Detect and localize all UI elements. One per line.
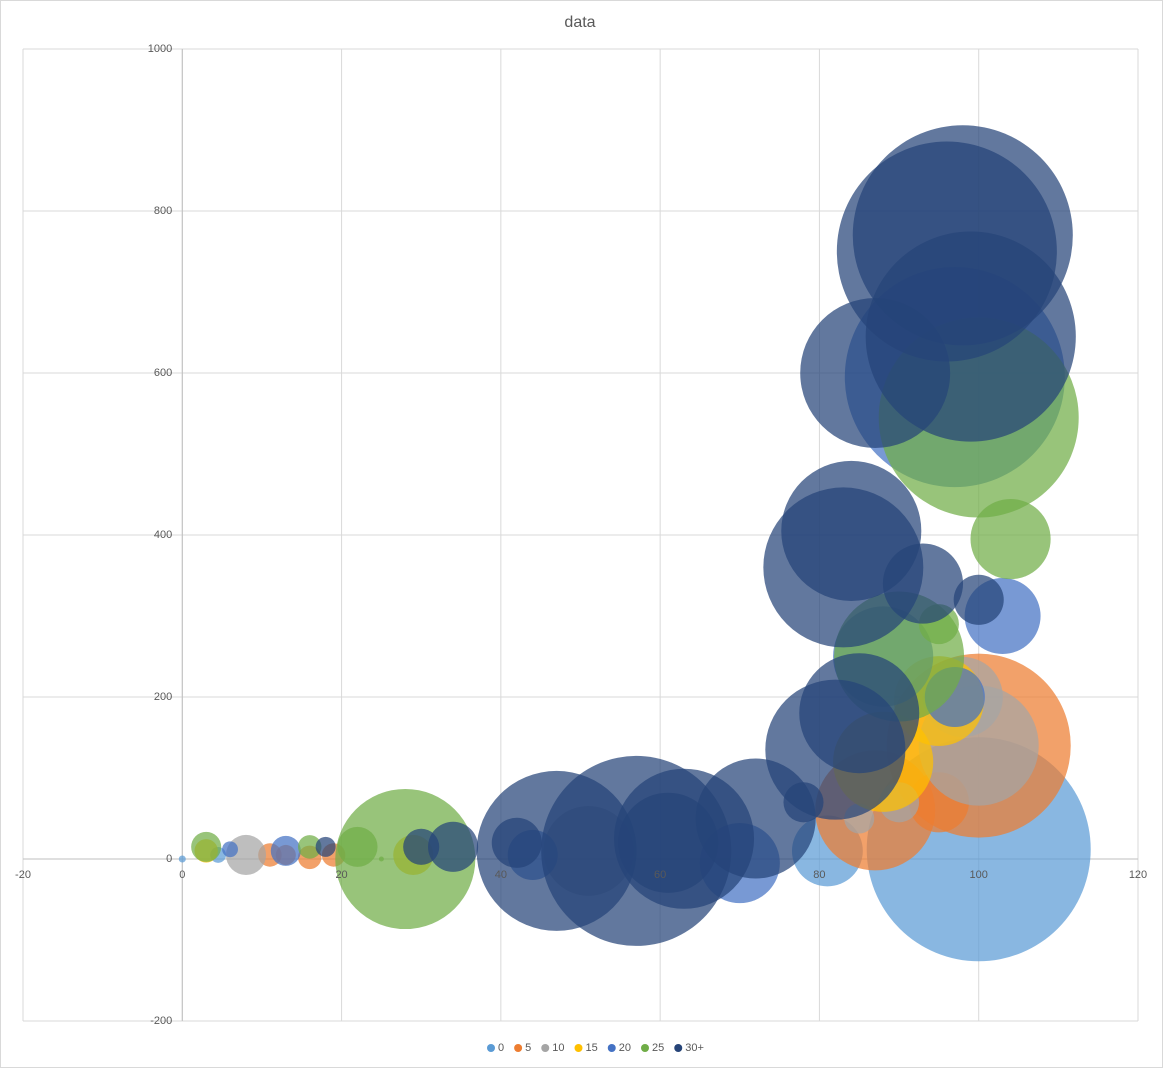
bubble bbox=[953, 574, 1004, 625]
y-tick-label: 400 bbox=[154, 529, 172, 541]
x-tick-label: -20 bbox=[15, 869, 31, 881]
y-tick-label: 600 bbox=[154, 367, 172, 379]
x-tick-label: 0 bbox=[179, 869, 185, 881]
bubble bbox=[970, 498, 1051, 580]
legend-marker bbox=[541, 1044, 550, 1052]
bubble bbox=[428, 821, 479, 872]
y-tick-label: 200 bbox=[154, 691, 172, 703]
bubble bbox=[315, 836, 336, 857]
x-tick-label: 60 bbox=[654, 869, 666, 881]
legend-marker bbox=[607, 1044, 616, 1052]
legend-label: 25 bbox=[652, 1042, 664, 1054]
bubble bbox=[297, 835, 322, 859]
bubbles bbox=[178, 125, 1091, 962]
legend-marker bbox=[674, 1044, 683, 1052]
bubble bbox=[191, 831, 222, 862]
legend-label: 0 bbox=[498, 1042, 504, 1054]
y-tick-label: 1000 bbox=[148, 43, 172, 55]
legend-marker bbox=[574, 1044, 583, 1052]
bubble bbox=[222, 841, 238, 858]
legend-label: 5 bbox=[525, 1042, 531, 1054]
legend-label: 20 bbox=[619, 1042, 631, 1054]
bubble bbox=[270, 835, 301, 866]
legend: 0 5 10 15 20 25 30+ bbox=[487, 1042, 704, 1054]
x-tick-label: 20 bbox=[335, 869, 347, 881]
bubble bbox=[865, 231, 1076, 442]
legend-label: 15 bbox=[586, 1042, 598, 1054]
x-tick-label: 40 bbox=[495, 869, 507, 881]
x-tick-label: 100 bbox=[970, 869, 988, 881]
y-tick-label: -200 bbox=[150, 1015, 172, 1027]
legend-marker bbox=[514, 1044, 523, 1052]
chart-title: data bbox=[564, 14, 595, 31]
bubble bbox=[882, 543, 964, 624]
legend-label: 30+ bbox=[685, 1042, 704, 1054]
bubble bbox=[763, 487, 924, 648]
legend-marker bbox=[487, 1044, 495, 1052]
y-tick-label: 0 bbox=[166, 853, 172, 865]
x-tick-label: 120 bbox=[1129, 869, 1147, 881]
legend-label: 10 bbox=[552, 1042, 564, 1054]
legend-marker bbox=[641, 1044, 649, 1052]
bubble bbox=[799, 653, 920, 774]
x-tick-label: 80 bbox=[813, 869, 825, 881]
bubble bbox=[178, 855, 186, 863]
bubble bbox=[335, 788, 476, 930]
y-tick-label: 800 bbox=[154, 205, 172, 217]
